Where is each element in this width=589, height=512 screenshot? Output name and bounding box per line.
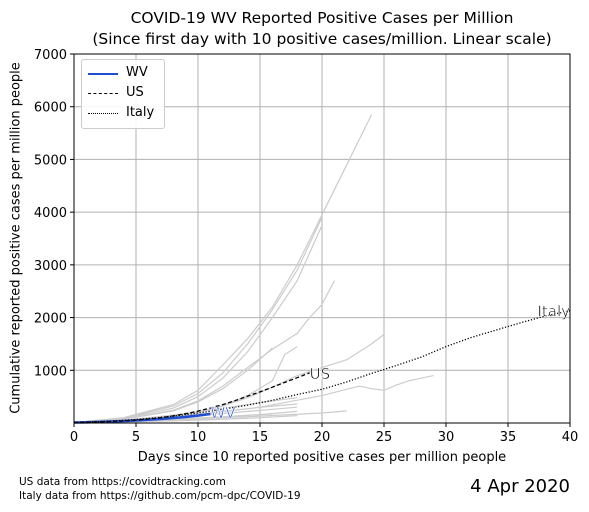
source-note-us: US data from https://covidtracking.com	[19, 476, 226, 488]
state-series-line	[73, 217, 323, 424]
x-tick-label: 25	[376, 430, 393, 445]
date-stamp: 4 Apr 2020	[470, 476, 570, 497]
source-note-italy: Italy data from https://github.com/pcm-d…	[19, 490, 301, 502]
series-end-label-us: US	[310, 365, 331, 383]
y-tick-label: 1000	[34, 364, 67, 379]
x-tick-label: 30	[438, 430, 455, 445]
state-series-line	[73, 225, 323, 424]
chart-title-line-2: (Since first day with 10 positive cases/…	[92, 30, 552, 48]
y-axis-label: Cumulative reported positive cases per m…	[8, 62, 24, 414]
x-tick-label: 5	[132, 430, 140, 445]
legend-item-italy: Italy	[82, 104, 164, 124]
x-tick-label: 0	[70, 430, 78, 445]
y-tick-label: 6000	[34, 101, 67, 116]
legend-label-wv: WV	[126, 65, 148, 80]
x-axis-label: Days since 10 reported positive cases pe…	[137, 450, 507, 465]
series-end-label-italy: Italy	[537, 303, 570, 321]
x-tick-label: 15	[252, 430, 269, 445]
x-tick-label: 10	[190, 430, 207, 445]
y-tick-label: 7000	[34, 48, 67, 63]
series-end-label-wv: WV	[210, 404, 236, 422]
y-tick-label: 2000	[34, 312, 67, 327]
legend-label-us: US	[126, 85, 144, 100]
state-series-line	[73, 346, 298, 424]
x-tick-label: 35	[500, 430, 517, 445]
legend-swatch-us	[88, 93, 118, 94]
chart-title-line-1: COVID-19 WV Reported Positive Cases per …	[130, 9, 514, 27]
legend-swatch-italy	[88, 113, 118, 114]
legend: WV US Italy	[81, 59, 165, 129]
legend-item-wv: WV	[82, 64, 164, 84]
state-series-line	[73, 280, 335, 424]
y-tick-label: 5000	[34, 153, 67, 168]
state-series-line	[73, 114, 373, 424]
legend-swatch-wv	[88, 73, 118, 75]
state-series-line	[73, 347, 273, 424]
y-tick-label: 3000	[34, 259, 67, 274]
y-tick-label: 4000	[34, 206, 67, 221]
x-tick-label: 40	[562, 430, 579, 445]
x-tick-label: 20	[314, 430, 331, 445]
legend-label-italy: Italy	[126, 105, 155, 120]
legend-item-us: US	[82, 84, 164, 104]
